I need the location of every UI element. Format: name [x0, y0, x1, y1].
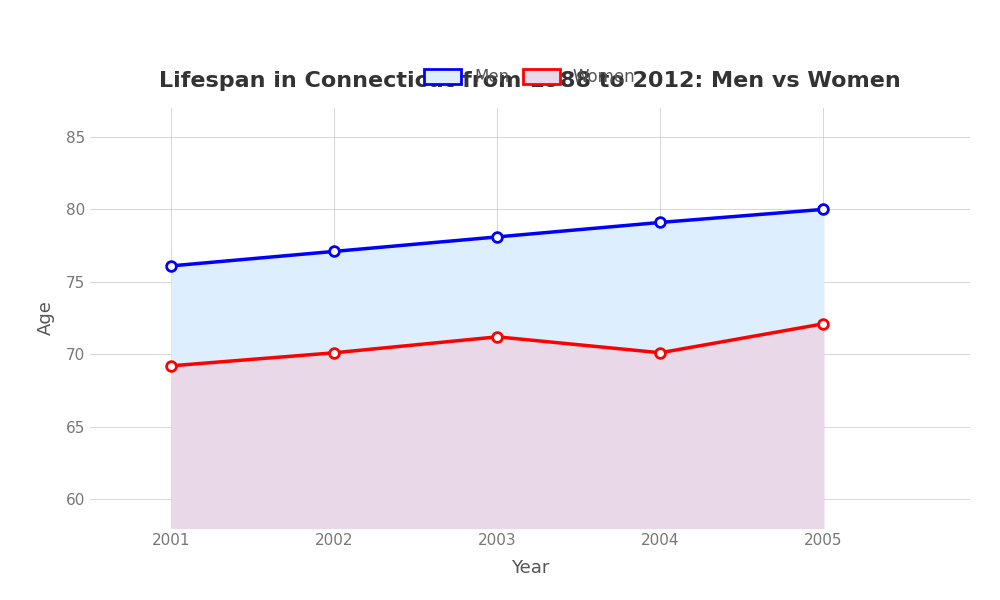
Title: Lifespan in Connecticut from 1988 to 2012: Men vs Women: Lifespan in Connecticut from 1988 to 201… — [159, 71, 901, 91]
Y-axis label: Age: Age — [37, 301, 55, 335]
X-axis label: Year: Year — [511, 559, 549, 577]
Legend: Men, Women: Men, Women — [418, 62, 642, 93]
